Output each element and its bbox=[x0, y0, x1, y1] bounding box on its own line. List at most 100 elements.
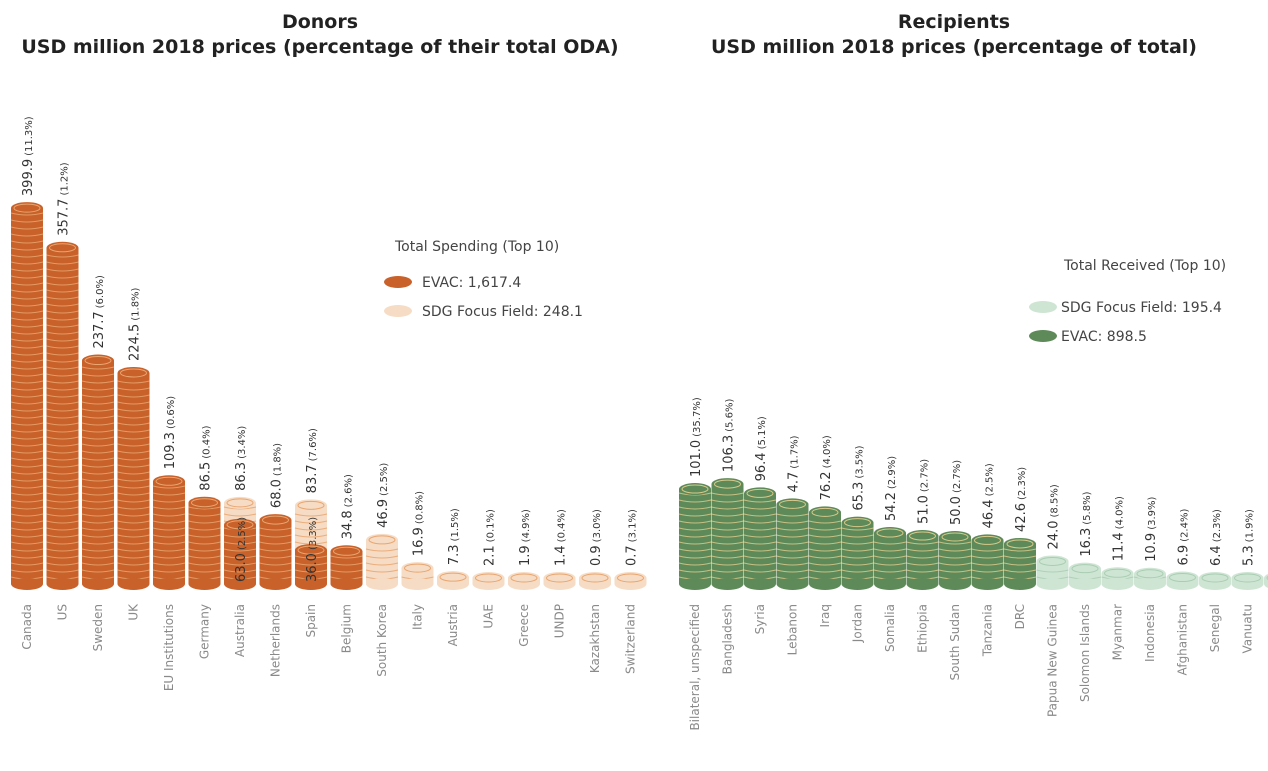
donors-title: Donors USD million 2018 prices (percenta… bbox=[0, 10, 640, 60]
donors-evac-stack-us-coin-rim bbox=[46, 527, 79, 531]
recipients-evac-stack-jordan-coin-rim bbox=[841, 541, 874, 545]
donors-evac-stack-uk-coin-rim bbox=[117, 408, 150, 412]
recipients-evac-label-iraq-percent: (4.0%) bbox=[822, 435, 833, 468]
recipients-evac-stack-iraq-coin-rim bbox=[808, 555, 842, 559]
recipients-sdg-stack-solomon-islands-base bbox=[1069, 578, 1101, 590]
recipients-sdg-stack-papua-new-guinea-base bbox=[1036, 578, 1069, 590]
donors-sdg-stack-spain-coin-rim bbox=[294, 527, 328, 531]
recipients-category-vanuatu: Vanuatu bbox=[1241, 604, 1255, 654]
recipients-bar-somalia: 54.2 (2.9%) Somalia bbox=[873, 456, 907, 652]
donors-evac-stack-australia-top-rim bbox=[226, 520, 254, 530]
donors-evac-stack-uk-coin-rim bbox=[117, 478, 150, 482]
recipients-evac-label-south-sudan: 50.0 (2.7%) bbox=[949, 460, 964, 525]
donors-evac-stack-us-coin-rim bbox=[46, 380, 79, 384]
donors-evac-stack-sweden-coin-rim bbox=[81, 422, 115, 426]
donors-sdg-stack-spain-coin-rim bbox=[294, 534, 328, 538]
donors-evac-stack-sweden-coin-rim bbox=[81, 464, 115, 468]
donors-bar-canada: 399.9 (11.3%) Canada bbox=[10, 116, 44, 650]
recipients-evac-label-lebanon-value: 4.7 bbox=[787, 472, 802, 493]
donors-bar-austria: 7.3 (1.5%) Austria bbox=[437, 508, 469, 646]
donors-evac-stack-uk-coin-rim bbox=[117, 562, 150, 566]
donors-bar-greece: 1.9 (4.9%) Greece bbox=[508, 509, 540, 647]
recipients-evac-stack-bangladesh-body bbox=[711, 484, 744, 584]
donors-evac-stack-canada-coin-rim bbox=[10, 303, 44, 307]
recipients-evac-label-ethiopia-percent: (2.7%) bbox=[920, 459, 931, 492]
recipients-evac-label-lebanon: 4.7 (1.7%) bbox=[787, 435, 802, 492]
recipients-evac-stack-bangladesh-coin-rim bbox=[711, 569, 744, 573]
recipients-evac-stack-jordan bbox=[841, 516, 874, 590]
recipients-evac-stack-lebanon-coin-rim bbox=[776, 555, 809, 559]
donors-evac-stack-us-coin-rim bbox=[46, 359, 79, 363]
recipients-sdg-label-indonesia-percent: (3.9%) bbox=[1147, 496, 1158, 529]
donors-evac-stack-us-coin-rim bbox=[46, 324, 79, 328]
recipients-title-line2: USD million 2018 prices (percentage of t… bbox=[711, 36, 1197, 58]
donors-evac-stack-australia-coin-rim bbox=[223, 569, 257, 573]
recipients-evac-stack-bilateral-unspecified-coin-rim bbox=[678, 506, 712, 510]
donors-evac-stack-us-coin-rim bbox=[46, 261, 79, 265]
donors-bar-germany: 86.5 (0.4%) Germany bbox=[188, 425, 221, 659]
donors-sdg-label-switzerland-percent: (3.1%) bbox=[628, 509, 639, 542]
recipients-evac-stack-somalia bbox=[873, 527, 907, 590]
donors-evac-stack-germany-top-rim bbox=[191, 498, 218, 508]
donors-evac-stack-us-coin-rim bbox=[46, 275, 79, 279]
donors-sdg-label-switzerland-value: 0.7 bbox=[625, 545, 640, 566]
recipients-evac-stack-jordan-base bbox=[841, 578, 874, 590]
donors-evac-stack-eu-institutions-coin-rim bbox=[152, 513, 186, 517]
donors-evac-stack-canada-coin-rim bbox=[10, 457, 44, 461]
recipients-evac-stack-drc-coin-rim bbox=[1003, 555, 1037, 559]
recipients-evac-label-bangladesh-percent: (5.6%) bbox=[725, 399, 736, 432]
donors-evac-stack-sweden-top-rim bbox=[84, 356, 112, 366]
recipients-evac-stack-bilateral-unspecified-coin-rim bbox=[678, 520, 712, 524]
recipients-category-senegal: Senegal bbox=[1208, 604, 1222, 652]
donors-evac-stack-us-coin-rim bbox=[46, 366, 79, 370]
recipients-evac-stack-jordan-coin-rim bbox=[841, 562, 874, 566]
recipients-evac-stack-syria-base bbox=[744, 578, 776, 590]
donors-evac-stack-sweden-coin-rim bbox=[81, 380, 115, 384]
donors-evac-label-us-percent: (1.2%) bbox=[60, 162, 71, 195]
recipients-category-somalia: Somalia bbox=[883, 604, 897, 652]
recipients-evac-stack-bilateral-unspecified bbox=[678, 483, 712, 590]
donors-evac-stack-canada-coin-rim bbox=[10, 212, 44, 216]
recipients-evac-label-somalia: 54.2 (2.9%) bbox=[884, 456, 899, 521]
donors-evac-stack-us-coin-rim bbox=[46, 352, 79, 356]
donors-evac-stack-sweden-coin-rim bbox=[81, 415, 115, 419]
recipients-evac-stack-drc-coin-rim bbox=[1003, 569, 1037, 573]
recipients-bar-vanuatu: 5.3 (1.9%) Vanuatu bbox=[1231, 509, 1264, 654]
recipients-sdg-label-indonesia: 10.9 (3.9%) bbox=[1144, 496, 1159, 561]
recipients-evac-stack-bangladesh-coin-rim bbox=[711, 492, 744, 496]
donors-evac-stack-us-coin-rim bbox=[46, 499, 79, 503]
donors-evac-stack-sweden-coin-rim bbox=[81, 548, 115, 552]
recipients-evac-stack-south-sudan-top-rim bbox=[941, 532, 969, 542]
donors-evac-stack-us-coin-rim bbox=[46, 408, 79, 412]
donors-evac-stack-canada-coin-rim bbox=[10, 506, 44, 510]
donors-evac-stack-sweden-coin-rim bbox=[81, 555, 115, 559]
recipients-evac-stack-iraq bbox=[808, 506, 842, 590]
donors-legend-title: Total Spending (Top 10) bbox=[394, 239, 559, 255]
donors-evac-stack-us-coin-rim bbox=[46, 373, 79, 377]
recipients-category-solomon-islands: Solomon Islands bbox=[1078, 604, 1092, 702]
recipients-evac-stack-south-sudan-body bbox=[939, 537, 971, 584]
donors-bar-south-korea: 46.9 (2.5%) South Korea bbox=[365, 463, 399, 677]
donors-evac-stack-uk-coin-rim bbox=[117, 429, 150, 433]
recipients-evac-stack-bilateral-unspecified-top-rim bbox=[681, 484, 709, 494]
recipients-evac-stack-somalia-coin-rim bbox=[873, 569, 907, 573]
donors-evac-stack-canada-coin-rim bbox=[10, 219, 44, 223]
donors-evac-stack-us-coin-rim bbox=[46, 569, 79, 573]
donors-evac-stack-uk-coin-rim bbox=[117, 513, 150, 517]
recipients-bar-jordan: 65.3 (3.5%) Jordan bbox=[841, 445, 874, 643]
donors-evac-stack-sweden-coin-rim bbox=[81, 457, 115, 461]
donors-category-eu-institutions: EU Institutions bbox=[162, 604, 176, 691]
donors-sdg-label-kazakhstan-value: 0.9 bbox=[589, 545, 604, 566]
recipients-evac-stack-iraq-coin-rim bbox=[808, 562, 842, 566]
donors-evac-stack-sweden-body bbox=[82, 360, 114, 584]
donors-evac-label-germany-percent: (0.4%) bbox=[202, 425, 213, 458]
recipients-evac-stack-bilateral-unspecified-coin-rim bbox=[678, 548, 712, 552]
recipients-bar-bangladesh: 106.3 (5.6%) Bangladesh bbox=[711, 399, 744, 674]
recipients-evac-stack-iraq-coin-rim bbox=[808, 548, 842, 552]
recipients-evac-stack-bangladesh-coin-rim bbox=[711, 548, 744, 552]
donors-evac-stack-canada-coin-rim bbox=[10, 324, 44, 328]
donors-evac-stack-netherlands bbox=[259, 514, 292, 590]
recipients-evac-stack-ethiopia-coin-rim bbox=[906, 555, 939, 559]
donors-evac-stack-us-coin-rim bbox=[46, 443, 79, 447]
donors-evac-stack-netherlands-coin-rim bbox=[259, 548, 292, 552]
